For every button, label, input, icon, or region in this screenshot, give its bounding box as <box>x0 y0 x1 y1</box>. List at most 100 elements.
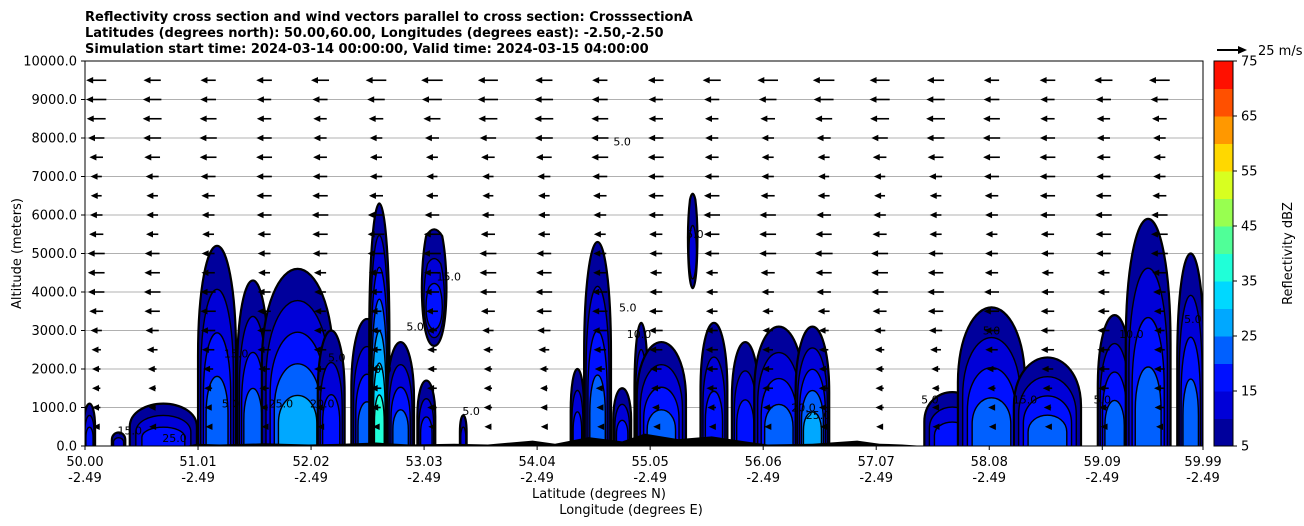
colorbar-band <box>1214 61 1233 89</box>
wind-vector-head <box>477 77 485 84</box>
wind-vector-head <box>1096 173 1104 180</box>
wind-vector-head <box>479 250 487 257</box>
wind-vector-head <box>926 115 934 122</box>
wind-vector-head <box>1039 173 1047 180</box>
wind-vector-head <box>423 231 431 238</box>
wind-vector-head <box>1097 346 1105 353</box>
wind-vector-head <box>649 288 657 296</box>
wind-vector-head <box>873 173 881 180</box>
wind-vector-head <box>815 231 823 238</box>
y-tick-label: 10000.0 <box>23 55 77 70</box>
wind-vector-head <box>816 288 824 296</box>
colorbar-tick-label: 5 <box>1241 440 1249 455</box>
wind-key-arrow-head <box>1238 46 1247 54</box>
colorbar-band <box>1214 308 1233 337</box>
wind-vector-head <box>1095 192 1103 199</box>
y-tick-label: 1000.0 <box>32 401 78 416</box>
wind-vector-head <box>260 404 268 411</box>
wind-vector-head <box>988 404 996 411</box>
wind-vector-head <box>649 269 657 276</box>
reflectivity-contour-band <box>704 390 724 446</box>
wind-vector-head <box>869 96 877 103</box>
wind-vector-head <box>926 96 934 103</box>
wind-vector-head <box>648 115 656 122</box>
wind-vector-head <box>1040 115 1048 122</box>
wind-vector-head <box>425 308 433 315</box>
wind-vector-head <box>758 96 766 103</box>
wind-vector-head <box>257 250 265 257</box>
wind-vector-head <box>597 423 605 430</box>
wind-vector-head <box>146 211 154 219</box>
wind-vector-head <box>1153 154 1161 161</box>
wind-vector-head <box>708 423 716 430</box>
reflectivity-contour-band <box>321 393 341 446</box>
wind-vector-head <box>593 346 601 353</box>
wind-vector-head <box>535 288 543 296</box>
reflectivity-contour-band <box>1104 399 1125 446</box>
wind-vector-head <box>759 250 767 257</box>
wind-vector-head <box>1044 423 1052 430</box>
colorbar-band <box>1214 253 1233 282</box>
wind-vector-head <box>875 365 883 373</box>
wind-vector-head <box>479 134 487 142</box>
wind-vector-head <box>312 250 320 257</box>
contour-label: 10.0 <box>627 328 652 341</box>
wind-vector-head <box>149 423 157 430</box>
contour-label: 5.0 <box>328 351 346 364</box>
wind-vector-head <box>534 134 542 142</box>
reflectivity-contours <box>85 192 1203 446</box>
wind-vector-head <box>313 327 321 334</box>
wind-vector-head <box>1154 385 1162 392</box>
wind-vector-head <box>649 250 657 257</box>
wind-vector-head <box>313 154 321 161</box>
reflectivity-contour-band <box>1027 414 1068 446</box>
wind-vector-head <box>201 250 209 257</box>
wind-vector-head <box>369 288 377 296</box>
wind-vector-head <box>931 404 939 411</box>
x-tick-label-latitude: 57.07 <box>858 455 895 470</box>
wind-vector-head <box>1095 231 1103 238</box>
contour-label: 15.0 <box>436 270 461 283</box>
wind-vector-head <box>368 192 376 199</box>
wind-vector-head <box>313 115 321 122</box>
wind-vector-head <box>1150 231 1158 238</box>
wind-vector-head <box>704 250 712 257</box>
wind-vector-head <box>482 327 490 334</box>
wind-vector-head <box>1153 173 1161 180</box>
wind-vector-head <box>92 404 100 411</box>
wind-vector-head <box>479 269 487 276</box>
wind-vector-head <box>481 211 489 219</box>
wind-vector-head <box>704 154 712 161</box>
wind-vector-head <box>537 211 545 219</box>
wind-vector-head <box>422 250 430 257</box>
wind-vector-head <box>707 404 715 411</box>
wind-vector-head <box>256 154 264 161</box>
wind-vector-head <box>649 231 657 238</box>
colorbar-label: Reflectivity dBZ <box>1281 202 1296 305</box>
wind-vector-head <box>477 96 485 103</box>
wind-vector-head <box>89 231 97 238</box>
contour-label: 5.0 <box>1094 394 1112 407</box>
wind-vector-head <box>762 365 770 373</box>
wind-vector-head <box>988 423 996 430</box>
wind-vector-head <box>593 231 601 238</box>
wind-vector-head <box>537 173 545 180</box>
wind-vector-head <box>984 269 992 276</box>
wind-vector-head <box>257 346 265 353</box>
reflectivity-contour-band <box>1134 366 1162 446</box>
contour-label: 5.0 <box>462 405 480 418</box>
x-tick-label-longitude: -2.49 <box>407 471 441 486</box>
wind-vector-head <box>539 365 547 373</box>
y-tick-label: 5000.0 <box>32 247 78 262</box>
wind-vector-head <box>256 77 264 84</box>
contour-label: 5.0 <box>1184 313 1202 326</box>
wind-vector-head <box>256 192 264 199</box>
reflectivity-contour-band <box>572 411 583 446</box>
wind-vector-head <box>534 115 542 122</box>
wind-vector-head <box>651 385 659 392</box>
wind-vector-head <box>818 346 826 353</box>
wind-vector-head <box>145 173 153 180</box>
x-tick-label-latitude: 53.03 <box>405 455 442 470</box>
wind-vector-head <box>144 154 152 161</box>
wind-vector-head <box>592 327 600 334</box>
